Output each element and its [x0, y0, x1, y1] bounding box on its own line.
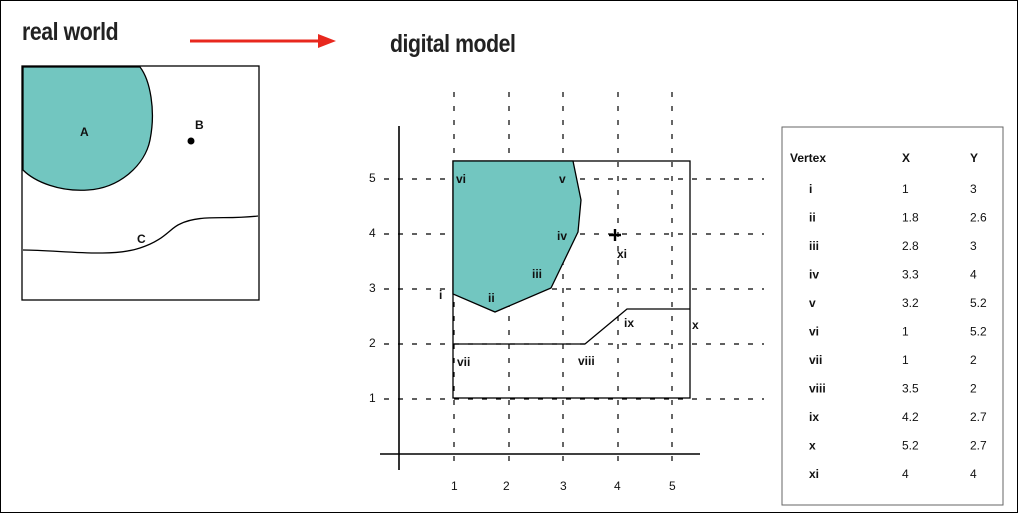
- table-cell-vertex: x: [809, 439, 816, 453]
- x-tick-2: 2: [503, 479, 510, 493]
- table-cell-vertex: v: [809, 296, 816, 310]
- vertex-label-iv: iv: [557, 229, 567, 243]
- table-row: vii 1 2: [809, 353, 977, 367]
- table-cell-vertex: viii: [809, 382, 826, 396]
- vertex-label-x: x: [692, 318, 699, 332]
- table-cell-y: 2: [970, 382, 977, 396]
- y-tick-2: 2: [369, 336, 376, 350]
- label-a: A: [80, 125, 89, 139]
- table-cell-y: 5.2: [970, 325, 987, 339]
- table-header-y: Y: [970, 151, 978, 165]
- x-tick-5: 5: [669, 479, 676, 493]
- point-xi-marker: [609, 229, 621, 241]
- table-cell-vertex: iv: [809, 268, 819, 282]
- digital-model-shapes: [452, 160, 691, 399]
- table-cell-x: 1: [902, 325, 909, 339]
- vertex-label-vi: vi: [456, 172, 466, 186]
- table-cell-y: 2.7: [970, 439, 987, 453]
- transform-arrow: [190, 34, 336, 48]
- axes: [380, 126, 700, 470]
- table-cell-vertex: vi: [809, 325, 819, 339]
- x-tick-4: 4: [614, 479, 621, 493]
- table-row: iii 2.8 3: [809, 239, 977, 253]
- table-row: v 3.2 5.2: [809, 296, 987, 310]
- table-cell-x: 1: [902, 353, 909, 367]
- table-row: iv 3.3 4: [809, 268, 977, 282]
- table-body: i 1 3 ii 1.8 2.6 iii 2.8 3 iv 3.3 4 v 3.2 5.2 vi 1 5.2 vii…: [809, 182, 987, 481]
- y-tick-5: 5: [369, 171, 376, 185]
- boundary-line: [453, 308, 690, 345]
- table-row: vi 1 5.2: [809, 325, 987, 339]
- table-cell-vertex: i: [809, 182, 812, 196]
- vertex-label-v: v: [559, 172, 566, 186]
- label-b: B: [195, 118, 204, 132]
- table-cell-y: 2.6: [970, 211, 987, 225]
- real-world-heading: real world: [22, 18, 119, 46]
- table-cell-vertex: xi: [809, 467, 819, 481]
- table-cell-y: 3: [970, 182, 977, 196]
- table-row: ix 4.2 2.7: [809, 410, 987, 424]
- vertex-label-iii: iii: [532, 267, 542, 281]
- vertex-label-ix: ix: [624, 316, 634, 330]
- vertex-label-ii: ii: [488, 291, 495, 305]
- digital-model-heading: digital model: [390, 30, 516, 58]
- table-cell-y: 4: [970, 467, 977, 481]
- table-cell-x: 3.5: [902, 382, 919, 396]
- table-row: viii 3.5 2: [809, 382, 977, 396]
- table-cell-vertex: iii: [809, 239, 819, 253]
- table-row: i 1 3: [809, 182, 977, 196]
- y-tick-3: 3: [369, 281, 376, 295]
- table-border: [781, 126, 1004, 506]
- table-cell-x: 3.2: [902, 296, 919, 310]
- table-cell-x: 2.8: [902, 239, 919, 253]
- vertex-label-i: i: [439, 288, 442, 302]
- table-cell-y: 2.7: [970, 410, 987, 424]
- table-cell-vertex: ix: [809, 410, 819, 424]
- table-cell-x: 4.2: [902, 410, 919, 424]
- table-cell-y: 2: [970, 353, 977, 367]
- table-cell-vertex: ii: [809, 211, 816, 225]
- table-cell-y: 4: [970, 268, 977, 282]
- boundary-c-line: [22, 215, 259, 254]
- y-tick-4: 4: [369, 226, 376, 240]
- vertex-table: Vertex X Y i 1 3 ii 1.8 2.6 iii 2.8 3 iv 3.3 4 v 3.2 5…: [781, 126, 1004, 506]
- table-header-x: X: [902, 151, 910, 165]
- area-polygon: [452, 160, 582, 313]
- table-cell-x: 1.8: [902, 211, 919, 225]
- x-tick-1: 1: [451, 479, 458, 493]
- table-cell-x: 4: [902, 467, 909, 481]
- y-tick-1: 1: [369, 391, 376, 405]
- table-cell-x: 1: [902, 182, 909, 196]
- vertex-label-vii: vii: [457, 355, 470, 369]
- table-header-vertex: Vertex: [790, 151, 826, 165]
- vertex-label-viii: viii: [578, 354, 595, 368]
- table-cell-x: 5.2: [902, 439, 919, 453]
- grid-lines: [384, 92, 764, 468]
- table-row: ii 1.8 2.6: [809, 211, 987, 225]
- x-tick-3: 3: [560, 479, 567, 493]
- label-c: C: [137, 232, 146, 246]
- point-b-marker: [187, 137, 195, 145]
- vertex-label-xi: xi: [617, 247, 627, 261]
- table-cell-vertex: vii: [809, 353, 822, 367]
- area-a-polygon: [22, 66, 153, 191]
- table-row: xi 4 4: [809, 467, 977, 481]
- table-cell-y: 5.2: [970, 296, 987, 310]
- table-cell-x: 3.3: [902, 268, 919, 282]
- real-world-map: A B C: [21, 65, 260, 301]
- table-cell-y: 3: [970, 239, 977, 253]
- table-row: x 5.2 2.7: [809, 439, 987, 453]
